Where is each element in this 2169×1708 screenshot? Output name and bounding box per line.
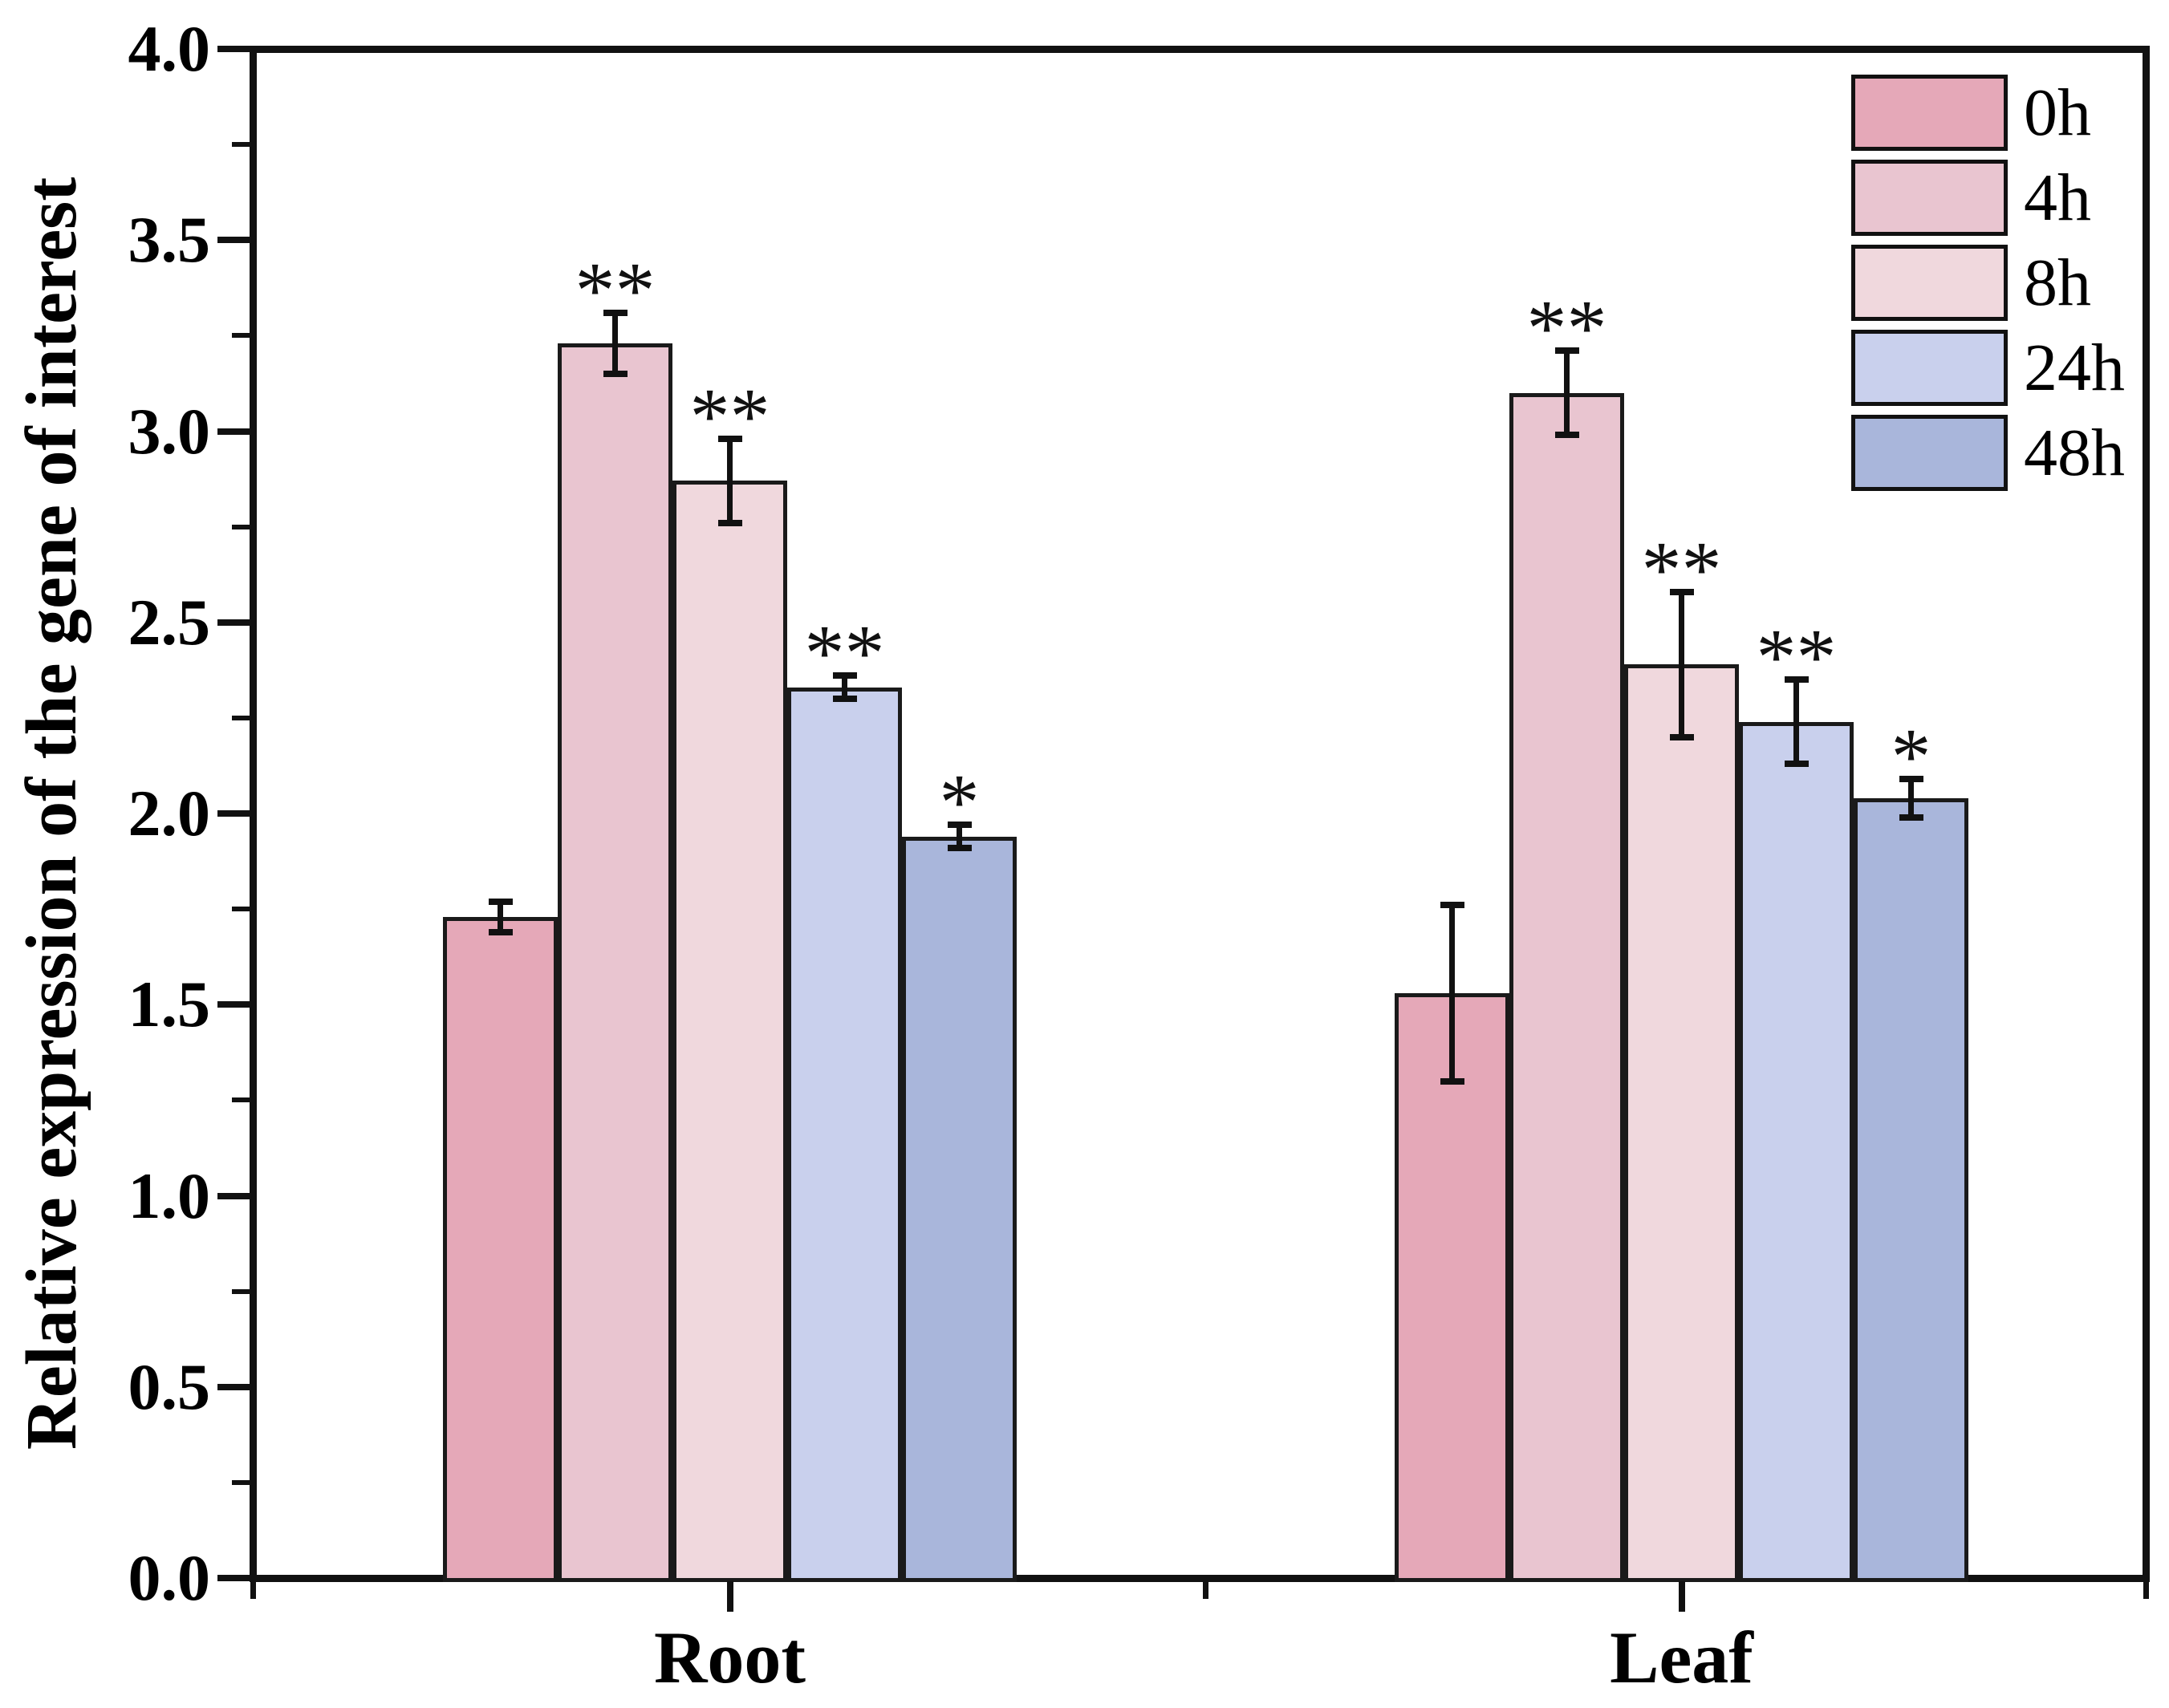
error-bar-cap-top bbox=[1554, 347, 1579, 355]
error-bar-line bbox=[498, 901, 503, 932]
legend-label-0h: 0h bbox=[2024, 75, 2091, 150]
bar-root-24h bbox=[787, 687, 902, 1582]
y-major-tick bbox=[217, 1001, 250, 1008]
y-minor-tick bbox=[232, 715, 250, 720]
y-minor-tick bbox=[232, 907, 250, 912]
error-bar-line bbox=[612, 312, 618, 375]
y-tick-label: 2.5 bbox=[128, 585, 211, 659]
y-tick-label: 0.5 bbox=[128, 1349, 211, 1423]
legend-swatch-24h bbox=[1851, 330, 2008, 406]
legend-swatch-4h bbox=[1851, 160, 2008, 236]
error-bar-cap-bottom bbox=[488, 928, 513, 935]
bar-root-4h bbox=[558, 343, 672, 1582]
error-bar-line bbox=[842, 675, 847, 700]
bar-leaf-8h bbox=[1624, 664, 1739, 1582]
x-minor-tick bbox=[2143, 1581, 2149, 1599]
error-bar-cap-top bbox=[1440, 902, 1464, 909]
x-category-label: Root bbox=[653, 1617, 806, 1698]
y-tick-label: 2.0 bbox=[128, 777, 211, 850]
y-major-tick bbox=[217, 46, 250, 52]
significance-marker: ** bbox=[1526, 283, 1607, 373]
y-major-tick bbox=[217, 1575, 250, 1581]
y-major-tick bbox=[217, 428, 250, 435]
error-bar-cap-bottom bbox=[947, 844, 972, 851]
error-bar-cap-bottom bbox=[1669, 733, 1694, 740]
significance-marker: ** bbox=[689, 371, 770, 461]
error-bar-line bbox=[1679, 591, 1684, 737]
error-bar-cap-bottom bbox=[1784, 761, 1809, 768]
bar-leaf-4h bbox=[1509, 392, 1624, 1582]
y-major-tick bbox=[217, 237, 250, 244]
error-bar-cap-top bbox=[832, 672, 857, 680]
error-bar-cap-top bbox=[717, 436, 742, 443]
y-minor-tick bbox=[232, 524, 250, 529]
error-bar-cap-top bbox=[603, 309, 628, 316]
bar-root-0h bbox=[443, 916, 558, 1582]
y-tick-label: 3.5 bbox=[128, 203, 211, 277]
plot-area bbox=[250, 46, 2150, 1582]
y-minor-tick bbox=[232, 1288, 250, 1294]
significance-marker: ** bbox=[1756, 612, 1837, 702]
error-bar-cap-bottom bbox=[717, 519, 742, 526]
error-bar-cap-top bbox=[1899, 776, 1923, 783]
x-major-tick bbox=[726, 1581, 733, 1612]
error-bar-cap-bottom bbox=[603, 371, 628, 378]
y-minor-tick bbox=[232, 1479, 250, 1485]
legend-swatch-8h bbox=[1851, 245, 2008, 321]
x-minor-tick bbox=[1203, 1581, 1208, 1599]
significance-marker: ** bbox=[575, 245, 656, 335]
y-tick-label: 4.0 bbox=[128, 12, 211, 85]
y-major-tick bbox=[217, 1192, 250, 1199]
error-bar-cap-bottom bbox=[1440, 1077, 1464, 1085]
bar-root-8h bbox=[672, 481, 787, 1582]
bar-leaf-48h bbox=[1854, 797, 1968, 1582]
error-bar-line bbox=[727, 439, 733, 523]
y-minor-tick bbox=[232, 142, 250, 148]
error-bar-cap-top bbox=[947, 822, 972, 829]
error-bar-cap-bottom bbox=[1899, 813, 1923, 821]
bar-leaf-24h bbox=[1739, 721, 1854, 1582]
legend-label-48h: 48h bbox=[2024, 415, 2125, 490]
y-tick-label: 1.0 bbox=[128, 1158, 211, 1232]
x-major-tick bbox=[1678, 1581, 1685, 1612]
y-tick-label: 1.5 bbox=[128, 968, 211, 1041]
error-bar-cap-top bbox=[1669, 588, 1694, 595]
significance-marker: * bbox=[939, 757, 980, 847]
y-major-tick bbox=[217, 810, 250, 817]
y-tick-label: 0.0 bbox=[128, 1541, 211, 1614]
significance-marker: * bbox=[1891, 712, 1931, 801]
error-bar-cap-bottom bbox=[1554, 432, 1579, 439]
y-minor-tick bbox=[232, 333, 250, 339]
y-major-tick bbox=[217, 1383, 250, 1390]
legend-label-8h: 8h bbox=[2024, 245, 2091, 320]
legend-swatch-0h bbox=[1851, 75, 2008, 151]
legend-label-4h: 4h bbox=[2024, 160, 2091, 235]
error-bar-cap-bottom bbox=[832, 696, 857, 703]
error-bar-line bbox=[1793, 680, 1799, 765]
error-bar-line bbox=[1449, 905, 1455, 1081]
error-bar-cap-top bbox=[488, 898, 513, 905]
error-bar-line bbox=[1564, 351, 1570, 436]
significance-marker: ** bbox=[804, 608, 885, 698]
x-category-label: Leaf bbox=[1610, 1617, 1753, 1698]
error-bar-cap-top bbox=[1784, 676, 1809, 684]
x-minor-tick bbox=[250, 1581, 256, 1599]
y-tick-label: 3.0 bbox=[128, 394, 211, 468]
y-minor-tick bbox=[232, 1097, 250, 1103]
y-major-tick bbox=[217, 619, 250, 626]
bar-leaf-0h bbox=[1395, 992, 1509, 1582]
significance-marker: ** bbox=[1641, 524, 1722, 614]
legend-swatch-48h bbox=[1851, 415, 2008, 491]
legend-label-24h: 24h bbox=[2024, 330, 2125, 405]
error-bar-line bbox=[1908, 779, 1914, 817]
bar-root-48h bbox=[902, 836, 1017, 1582]
error-bar-line bbox=[957, 825, 962, 848]
